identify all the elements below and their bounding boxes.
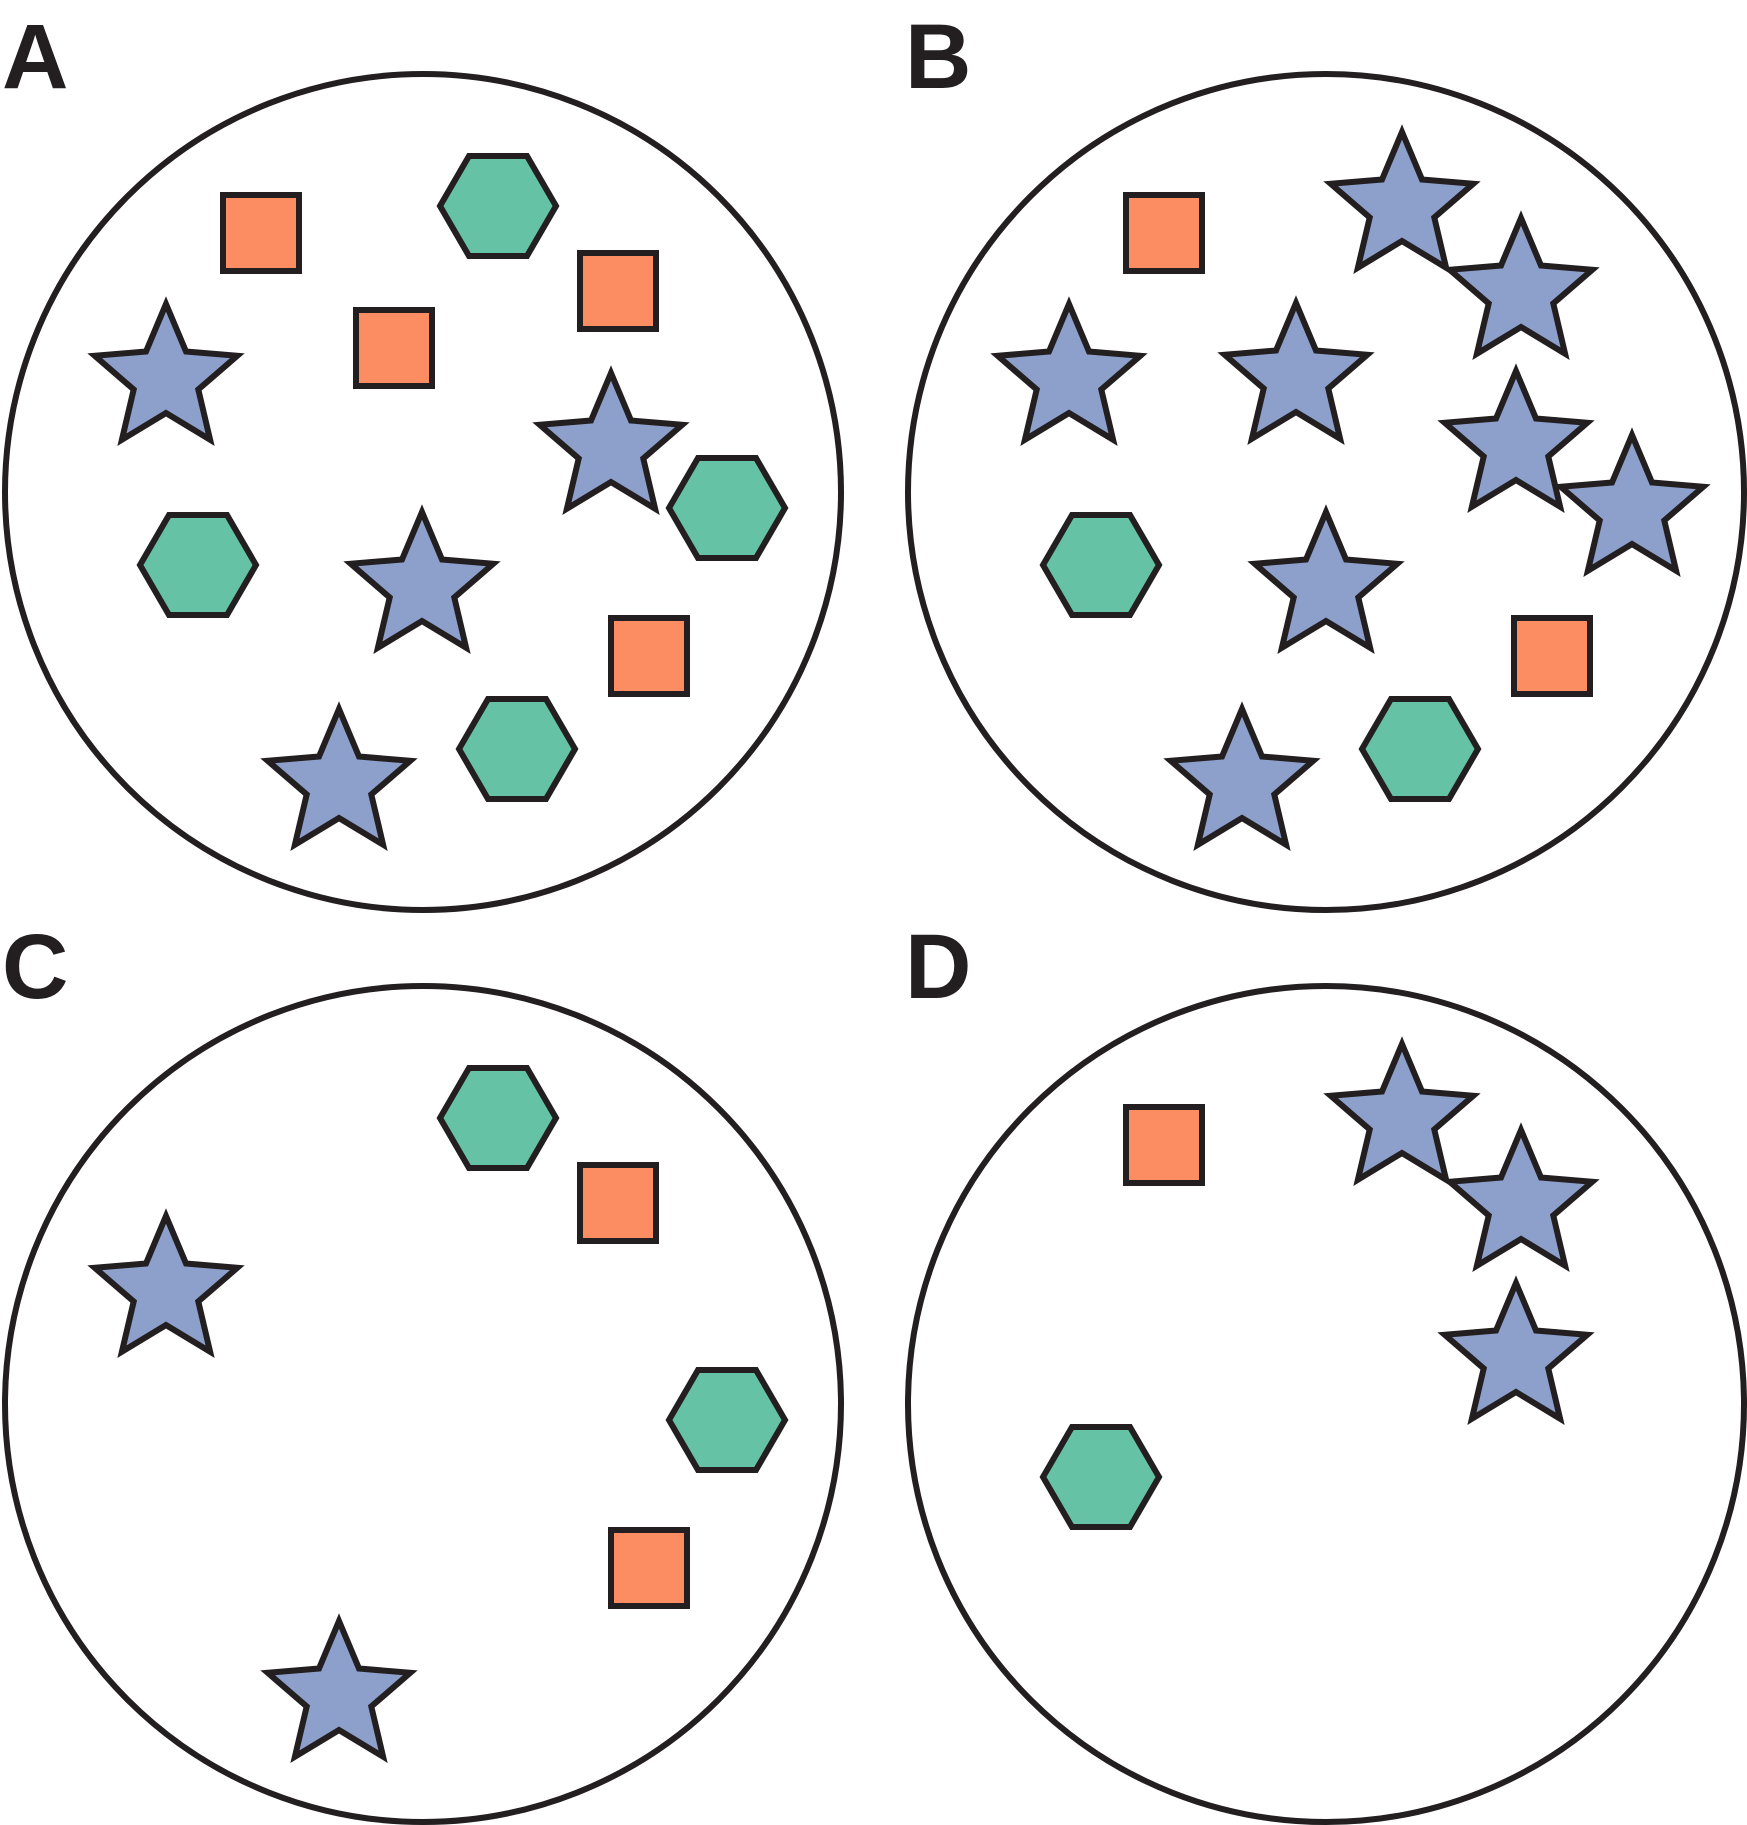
square-icon [1123,1104,1205,1186]
star-icon [1442,210,1600,360]
square-icon [220,192,302,274]
panel-d: D [905,916,1747,1825]
panel-label: B [905,6,971,108]
hexagon-icon [665,1367,789,1473]
hexagon-icon [1039,1424,1163,1530]
star-icon [87,296,245,446]
hexagon-icon [136,512,260,618]
square-icon [353,307,435,389]
hexagon-icon [665,455,789,561]
star-icon [532,365,690,515]
star-icon [1163,701,1321,851]
star-icon [260,1613,418,1763]
square-icon [577,1162,659,1244]
star-icon [1217,295,1375,445]
star-icon [1323,124,1481,274]
star-icon [343,504,501,654]
square-icon [1511,615,1593,697]
panel-c: C [2,916,844,1825]
panel-label: D [905,916,971,1018]
square-icon [577,250,659,332]
panel-label: C [2,916,68,1018]
square-icon [1123,192,1205,274]
hexagon-icon [436,153,560,259]
star-icon [1553,427,1711,577]
panel-a: A [2,6,844,913]
square-icon [608,1527,690,1609]
panel-label: A [2,6,68,108]
hexagon-icon [1358,696,1482,802]
star-icon [990,296,1148,446]
star-icon [1437,1275,1595,1425]
hexagon-icon [436,1065,560,1171]
panel-b: B [905,6,1747,913]
star-icon [87,1208,245,1358]
population-circle [905,983,1747,1825]
hexagon-icon [1039,512,1163,618]
square-icon [608,615,690,697]
star-icon [1442,1122,1600,1272]
hexagon-icon [455,696,579,802]
star-icon [1247,504,1405,654]
star-icon [1437,363,1595,513]
star-icon [1323,1036,1481,1186]
star-icon [260,701,418,851]
